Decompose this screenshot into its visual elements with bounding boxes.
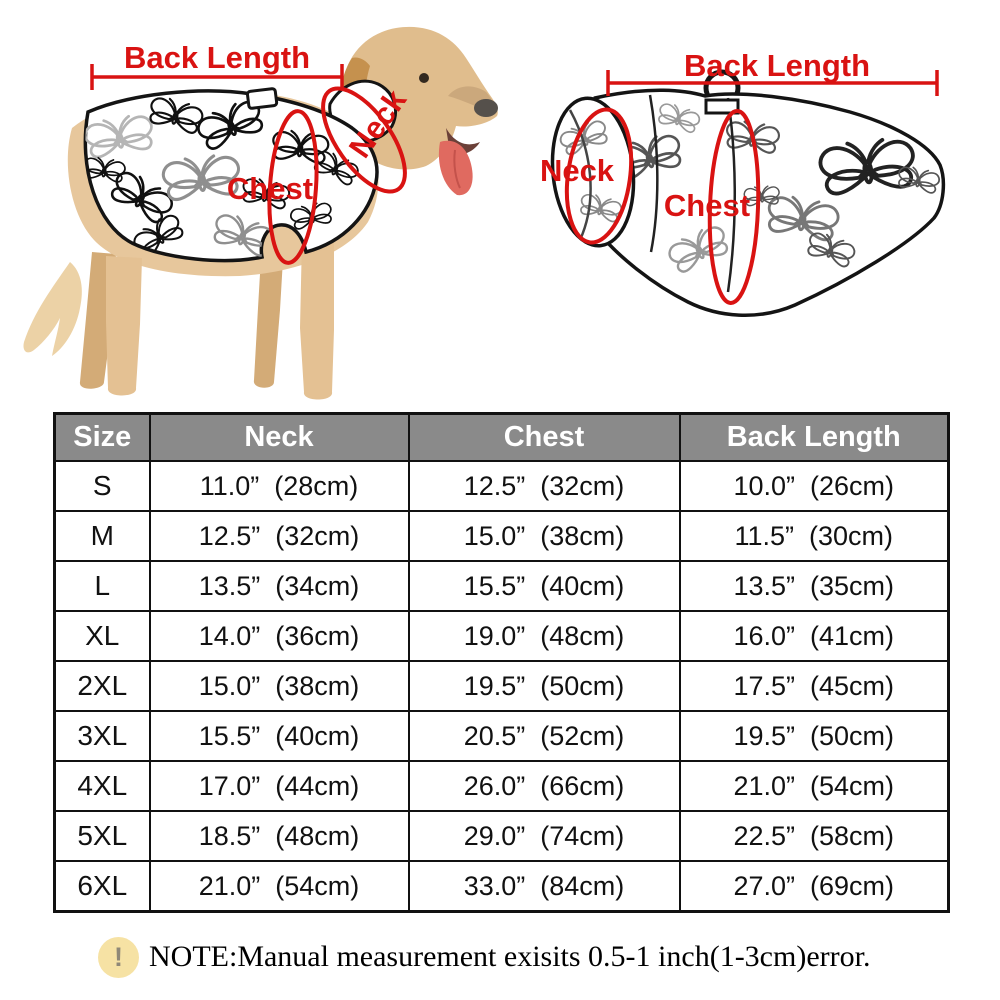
neck-ellipse-annotation	[321, 86, 407, 194]
measurement-cell: 18.5” (48cm)	[148, 810, 410, 862]
right-annotations: Back Length Neck Chest	[540, 48, 939, 305]
measurement-note: ! NOTE:Manual measurement exisits 0.5-1 …	[98, 934, 870, 980]
measurement-cell: 19.5” (50cm)	[407, 660, 681, 712]
table-row: 3XL 15.5” (40cm) 20.5” (52cm) 19.5” (50cm)	[53, 710, 950, 762]
measurement-cell: 14.0” (36cm)	[148, 610, 410, 662]
size-cell: 5XL	[53, 810, 151, 862]
measurement-cell: 13.5” (35cm)	[678, 560, 950, 612]
size-cell: 3XL	[53, 710, 151, 762]
chest-ellipse-annotation	[707, 109, 761, 305]
dog-wearing-vest-illustration: Back Length Neck Chest	[23, 26, 498, 400]
table-header-row: Size Neck Chest Back Length	[53, 412, 950, 462]
measurement-cell: 15.5” (40cm)	[407, 560, 681, 612]
size-cell: 4XL	[53, 760, 151, 812]
left-annotations: Back Length Neck Chest	[90, 40, 414, 265]
measurement-cell: 21.0” (54cm)	[678, 760, 950, 812]
chest-ellipse-annotation	[267, 109, 319, 265]
table-row: 4XL 17.0” (44cm) 26.0” (66cm) 21.0” (54cm)	[53, 760, 950, 812]
neck-label: Neck	[540, 153, 615, 188]
exclamation-icon: !	[98, 936, 139, 978]
size-cell: M	[53, 510, 151, 562]
table-row: XL 14.0” (36cm) 19.0” (48cm) 16.0” (41cm)	[53, 610, 950, 662]
table-row: 5XL 18.5” (48cm) 29.0” (74cm) 22.5” (58cm)	[53, 810, 950, 862]
neck-ellipse-annotation	[564, 107, 634, 245]
measurement-cell: 16.0” (41cm)	[678, 610, 950, 662]
size-cell: 2XL	[53, 660, 151, 712]
size-table: Size Neck Chest Back Length S 11.0” (28cm)…	[53, 412, 950, 913]
vest-buckle	[245, 87, 279, 110]
measurement-cell: 19.5” (50cm)	[678, 710, 950, 762]
measurement-cell: 15.0” (38cm)	[407, 510, 681, 562]
measurement-cell: 19.0” (48cm)	[407, 610, 681, 662]
header-size: Size	[53, 412, 151, 462]
back-length-measure-line	[90, 64, 344, 90]
header-chest: Chest	[407, 412, 681, 462]
table-row: L 13.5” (34cm) 15.5” (40cm) 13.5” (35cm)	[53, 560, 950, 612]
dog-nose	[474, 99, 498, 117]
size-cell: L	[53, 560, 151, 612]
back-length-label: Back Length	[684, 48, 870, 83]
measurement-cell: 10.0” (26cm)	[678, 460, 950, 512]
size-table-body: S 11.0” (28cm) 12.5” (32cm) 10.0” (26cm) M 12.5”…	[53, 460, 950, 913]
measurement-cell: 12.5” (32cm)	[407, 460, 681, 512]
size-cell: XL	[53, 610, 151, 662]
vest-flat	[550, 69, 946, 318]
note-text: NOTE:Manual measurement exisits 0.5-1 in…	[149, 940, 871, 973]
measurement-cell: 13.5” (34cm)	[148, 560, 410, 612]
measurement-cell: 20.5” (52cm)	[407, 710, 681, 762]
measurement-cell: 15.0” (38cm)	[148, 660, 410, 712]
measurement-cell: 12.5” (32cm)	[148, 510, 410, 562]
measurement-cell: 11.0” (28cm)	[148, 460, 410, 512]
vest-flat-illustration: Back Length Neck Chest	[540, 48, 946, 318]
header-back-length: Back Length	[678, 412, 950, 462]
measurement-cell: 22.5” (58cm)	[678, 810, 950, 862]
measurement-cell: 33.0” (84cm)	[407, 860, 681, 913]
back-length-label: Back Length	[124, 40, 310, 75]
measurement-cell: 11.5” (30cm)	[678, 510, 950, 562]
table-row: 6XL 21.0” (54cm) 33.0” (84cm) 27.0” (69cm)	[53, 860, 950, 913]
measurement-cell: 26.0” (66cm)	[407, 760, 681, 812]
size-cell: 6XL	[53, 860, 151, 913]
measurement-cell: 17.0” (44cm)	[148, 760, 410, 812]
chest-label: Chest	[664, 188, 750, 223]
d-ring-base	[704, 98, 740, 115]
measurement-cell: 27.0” (69cm)	[678, 860, 950, 913]
table-row: 2XL 15.0” (38cm) 19.5” (50cm) 17.5” (45cm)	[53, 660, 950, 712]
vest-on-dog	[83, 79, 397, 263]
header-neck: Neck	[148, 412, 410, 462]
size-cell: S	[53, 460, 151, 512]
table-row: S 11.0” (28cm) 12.5” (32cm) 10.0” (26cm)	[53, 460, 950, 512]
back-length-measure-line	[606, 70, 939, 96]
measurement-cell: 29.0” (74cm)	[407, 810, 681, 862]
dog-eye	[419, 73, 429, 83]
table-row: M 12.5” (32cm) 15.0” (38cm) 11.5” (30cm)	[53, 510, 950, 562]
measurement-cell: 17.5” (45cm)	[678, 660, 950, 712]
measurement-cell: 15.5” (40cm)	[148, 710, 410, 762]
measurement-cell: 21.0” (54cm)	[148, 860, 410, 913]
